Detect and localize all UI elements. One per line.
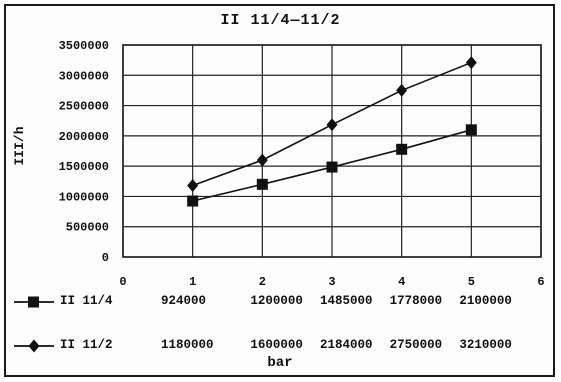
y-tick-label: 500000 xyxy=(66,221,109,235)
table-cell: 1778000 xyxy=(389,294,443,308)
diamond-marker xyxy=(256,153,268,167)
table-row: II 11/2 1180000 1600000 2184000 2750000 32100… xyxy=(14,336,559,356)
x-tick-label: 4 xyxy=(398,275,405,289)
y-tick-label: 1000000 xyxy=(59,190,109,204)
table-cell: 1200000 xyxy=(250,294,303,308)
series-layer xyxy=(187,56,477,207)
table-cell: 1180000 xyxy=(161,338,214,352)
diamond-marker xyxy=(396,83,408,97)
legend-series-name: II 11/2 xyxy=(60,338,113,352)
table-cell: 3210000 xyxy=(459,338,512,352)
x-tick-label: 6 xyxy=(537,275,544,289)
table-row: II 11/4 924000 1200000 1485000 1778000 210000… xyxy=(14,292,559,312)
y-tick-label: 1500000 xyxy=(59,160,109,174)
square-marker xyxy=(187,195,199,207)
table-cell: 924000 xyxy=(161,294,207,308)
x-tick-label: 2 xyxy=(259,275,266,289)
chart-title: II 11/4—11/2 xyxy=(220,12,341,29)
table-cell: 1485000 xyxy=(320,294,373,308)
table-cell: 1600000 xyxy=(250,338,303,352)
square-marker xyxy=(326,161,338,173)
y-tick-label: 2000000 xyxy=(59,130,109,144)
grid-layer xyxy=(122,44,542,258)
square-marker xyxy=(256,178,268,190)
diamond-marker xyxy=(326,118,338,132)
x-tick-label: 1 xyxy=(189,275,196,289)
y-tick-label: 3000000 xyxy=(59,69,109,83)
legend-series-name: II 11/4 xyxy=(60,294,113,308)
diamond-marker xyxy=(187,179,199,193)
table-cell: 2750000 xyxy=(389,338,443,352)
y-tick-label: 2500000 xyxy=(59,100,109,114)
diamond-marker xyxy=(465,56,477,70)
y-tick-label: 0 xyxy=(102,251,109,265)
axis-layer: 0 500000 1000000 1500000 2000000 2500000 30000… xyxy=(59,39,545,289)
table-cell: 2184000 xyxy=(320,338,373,352)
square-marker xyxy=(465,124,477,136)
x-tick-label: 0 xyxy=(119,275,126,289)
x-axis-label: bar xyxy=(267,355,293,371)
y-tick-label: 3500000 xyxy=(59,39,109,53)
square-marker xyxy=(396,143,408,155)
legend-marker-icon xyxy=(14,339,54,353)
x-tick-label: 5 xyxy=(468,275,475,289)
table-cell: 2100000 xyxy=(459,294,512,308)
x-tick-label: 3 xyxy=(328,275,335,289)
legend-marker-icon xyxy=(14,296,54,308)
